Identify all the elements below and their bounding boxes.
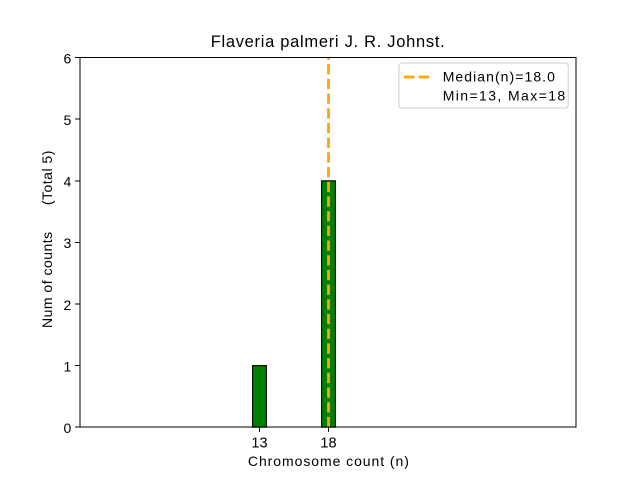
svg-text:Chromosome count (n): Chromosome count (n) (248, 453, 409, 469)
svg-text:18: 18 (320, 435, 336, 451)
svg-text:Flaveria palmeri J. R. Johnst.: Flaveria palmeri J. R. Johnst. (211, 33, 445, 51)
svg-text:Min=13, Max=18: Min=13, Max=18 (443, 88, 566, 104)
svg-text:Median(n)=18.0: Median(n)=18.0 (443, 69, 555, 85)
svg-text:2: 2 (64, 297, 72, 313)
svg-text:4: 4 (64, 174, 72, 190)
svg-text:Num of counts (Total 5): Num of counts (Total 5) (39, 151, 55, 328)
svg-text:3: 3 (64, 235, 72, 251)
svg-text:6: 6 (64, 50, 72, 66)
svg-text:0: 0 (64, 420, 72, 436)
svg-text:13: 13 (251, 435, 267, 451)
svg-text:1: 1 (64, 358, 72, 374)
svg-text:5: 5 (64, 112, 72, 128)
